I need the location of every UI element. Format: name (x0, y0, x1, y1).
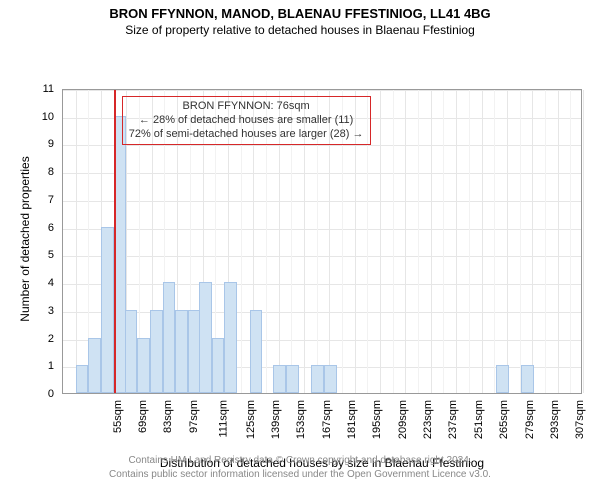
grid-line-v (405, 90, 406, 393)
grid-line-v (380, 90, 381, 393)
x-tick-label: 265sqm (498, 400, 510, 439)
annot-line2: ← 28% of detached houses are smaller (11… (129, 114, 364, 128)
x-tick-label: 111sqm (218, 400, 230, 438)
grid-line-h (63, 145, 581, 146)
footer-line1: Contains HM Land Registry data © Crown c… (0, 455, 600, 466)
histogram-bar (125, 310, 138, 393)
grid-line-h (63, 229, 581, 230)
histogram-bar (212, 338, 225, 393)
x-tick-label: 153sqm (295, 400, 307, 439)
grid-line-v (443, 90, 444, 393)
x-tick-label: 83sqm (162, 400, 174, 433)
chart-title: BRON FFYNNON, MANOD, BLAENAU FFESTINIOG,… (0, 6, 600, 21)
grid-line-v (494, 90, 495, 393)
x-tick-label: 223sqm (422, 400, 434, 439)
x-tick-label: 181sqm (346, 400, 358, 439)
y-tick-label: 10 (0, 111, 54, 123)
y-tick-label: 1 (0, 360, 54, 372)
histogram-bar (88, 338, 101, 393)
histogram-bar (199, 282, 212, 393)
x-tick-label: 167sqm (321, 400, 333, 439)
x-tick-label: 237sqm (448, 400, 460, 439)
histogram-bar (224, 282, 237, 393)
histogram-bar (311, 365, 324, 393)
x-tick-label: 307sqm (574, 400, 586, 439)
y-axis-label: Number of detached properties (18, 129, 32, 349)
x-tick-label: 69sqm (137, 400, 149, 433)
chart-container: BRON FFYNNON, MANOD, BLAENAU FFESTINIOG,… (0, 6, 600, 500)
reference-line (114, 90, 116, 393)
chart-subtitle: Size of property relative to detached ho… (0, 23, 600, 37)
histogram-bar (175, 310, 188, 393)
histogram-bar (150, 310, 163, 393)
histogram-bar (496, 365, 509, 393)
grid-line-v (76, 90, 77, 393)
plot-area: BRON FFYNNON: 76sqm← 28% of detached hou… (62, 89, 582, 394)
grid-line-v (469, 90, 470, 393)
grid-line-v (456, 90, 457, 393)
grid-line-v (520, 90, 521, 393)
x-tick-label: 209sqm (397, 400, 409, 439)
grid-line-h (63, 284, 581, 285)
annot-line3: 72% of semi-detached houses are larger (… (129, 128, 364, 142)
grid-line-v (532, 90, 533, 393)
grid-line-v (583, 90, 584, 393)
x-tick-label: 97sqm (188, 400, 200, 433)
grid-line-h (63, 173, 581, 174)
grid-line-v (558, 90, 559, 393)
grid-line-h (63, 312, 581, 313)
x-tick-label: 293sqm (549, 400, 561, 439)
grid-line-v (393, 90, 394, 393)
histogram-bar (521, 365, 534, 393)
grid-line-v (418, 90, 419, 393)
histogram-bar (324, 365, 337, 393)
grid-line-h (63, 256, 581, 257)
histogram-bar (273, 365, 286, 393)
footer-line2: Contains public sector information licen… (0, 469, 600, 480)
grid-line-h (63, 90, 581, 91)
grid-line-v (545, 90, 546, 393)
x-tick-label: 195sqm (371, 400, 383, 439)
x-tick-label: 55sqm (112, 400, 124, 433)
x-tick-label: 125sqm (245, 400, 257, 439)
grid-line-v (570, 90, 571, 393)
y-tick-label: 11 (0, 83, 54, 95)
histogram-bar (163, 282, 176, 393)
x-tick-label: 279sqm (524, 400, 536, 439)
y-tick-label: 0 (0, 388, 54, 400)
histogram-bar (250, 310, 263, 393)
annotation-box: BRON FFYNNON: 76sqm← 28% of detached hou… (122, 96, 371, 145)
x-tick-label: 139sqm (270, 400, 282, 439)
histogram-bar (101, 227, 114, 393)
grid-line-v (431, 90, 432, 393)
grid-line-v (482, 90, 483, 393)
annot-line1: BRON FFYNNON: 76sqm (129, 100, 364, 114)
histogram-bar (76, 365, 89, 393)
histogram-bar (137, 338, 150, 393)
histogram-bar (286, 365, 299, 393)
x-tick-label: 251sqm (473, 400, 485, 439)
grid-line-v (507, 90, 508, 393)
grid-line-h (63, 201, 581, 202)
